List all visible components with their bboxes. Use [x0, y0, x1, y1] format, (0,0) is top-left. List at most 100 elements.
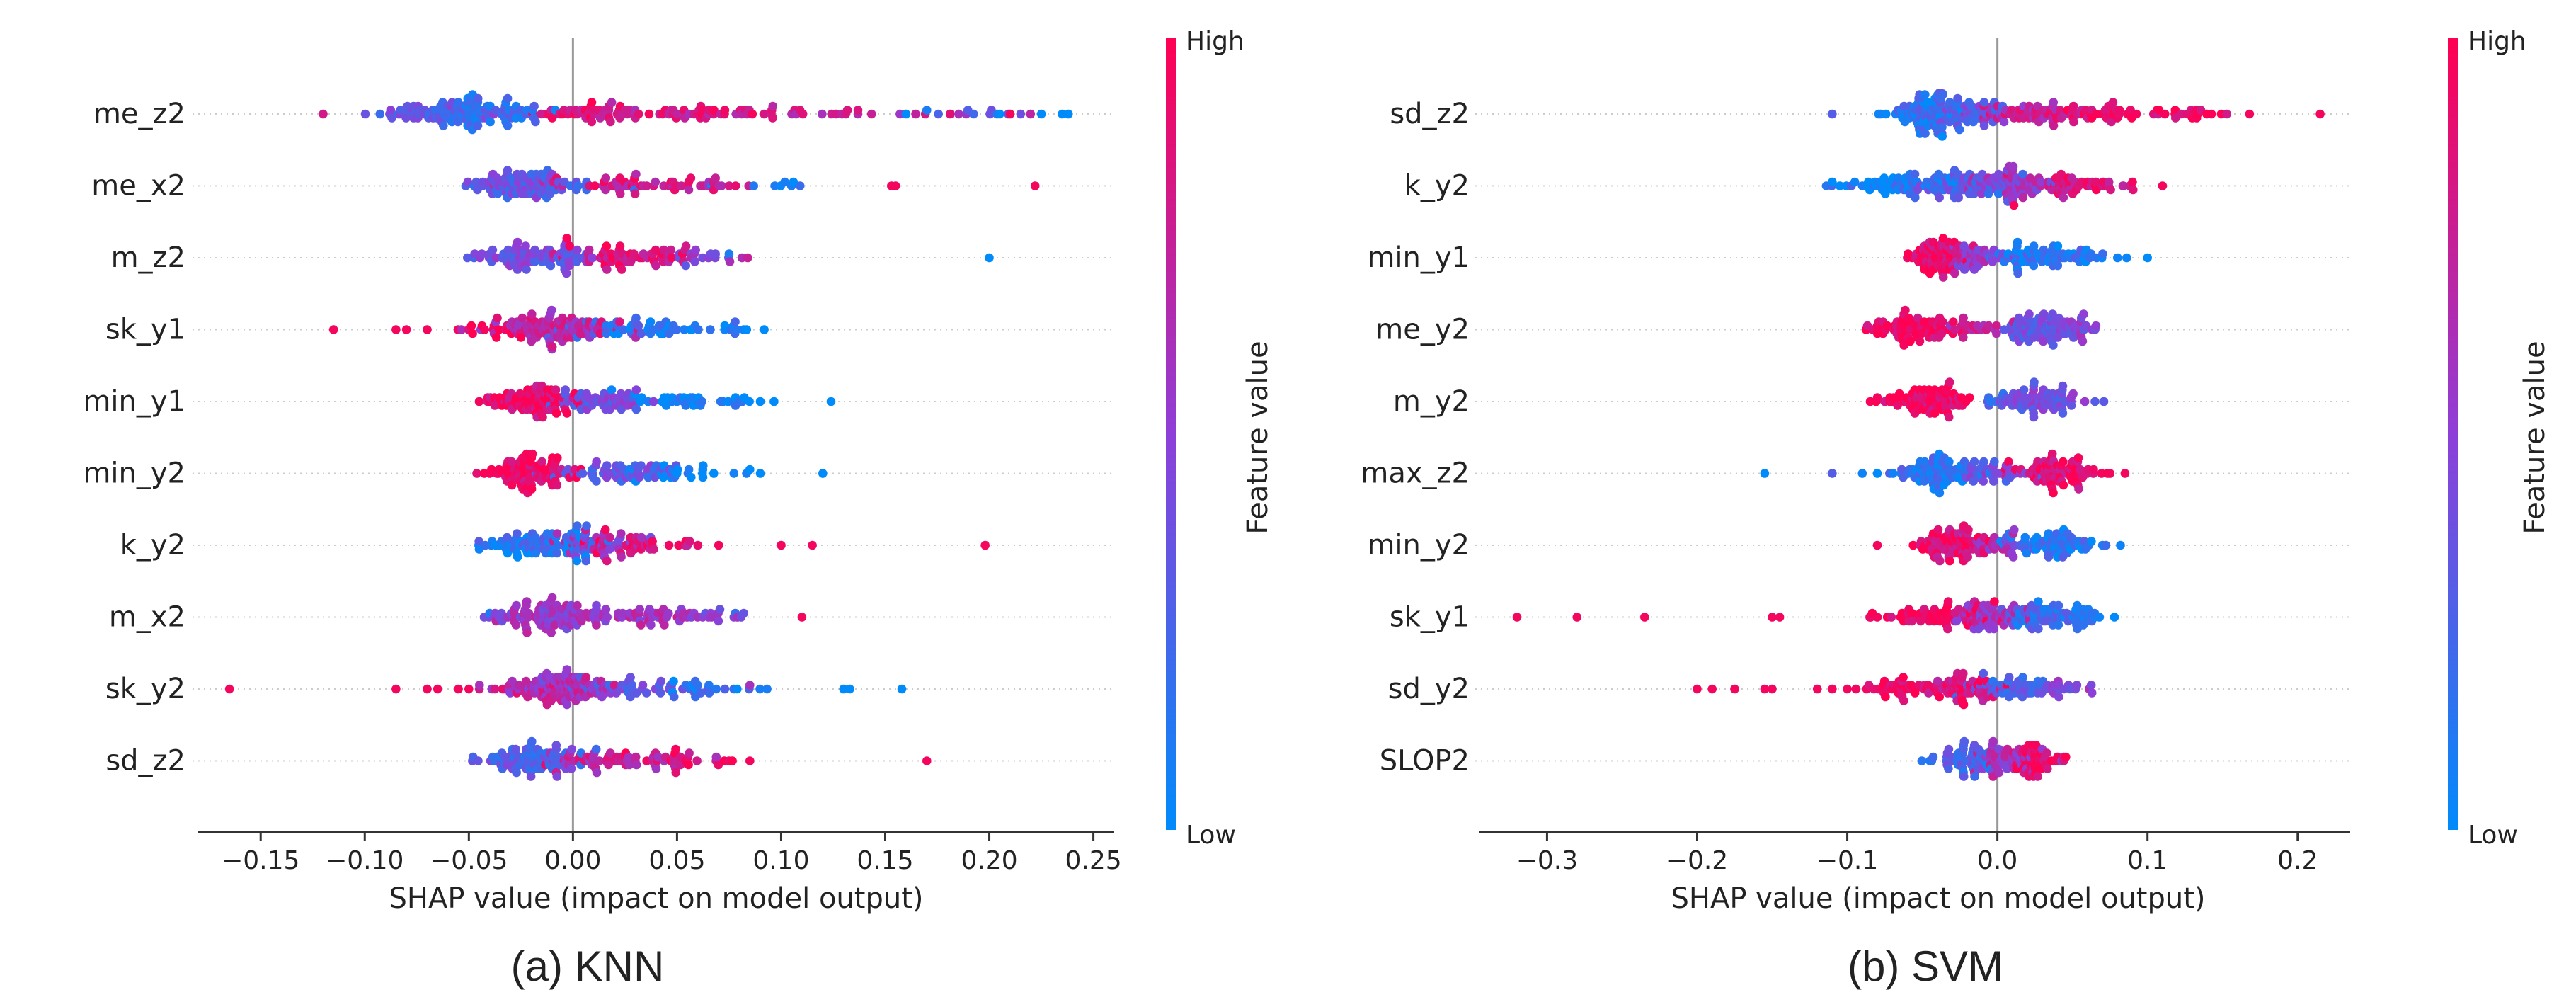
knn-shap-point: [768, 113, 777, 123]
knn-shap-point: [387, 113, 396, 123]
knn-shap-point: [537, 457, 546, 467]
svm-shap-point: [2087, 688, 2097, 698]
svm-shap-point: [2110, 613, 2119, 622]
knn-shap-point: [995, 109, 1004, 119]
knn-feature-label: m_z2: [111, 241, 185, 274]
knn-shap-point: [468, 329, 477, 338]
knn-x-tick-label: 0.25: [1065, 846, 1122, 875]
svm-shap-point: [1990, 597, 1999, 606]
svm-shap-point: [2054, 600, 2063, 610]
svm-shap-point: [1901, 305, 1910, 315]
knn-shap-point: [617, 552, 626, 562]
svm-shap-point: [2099, 397, 2109, 406]
knn-shap-point: [360, 109, 370, 119]
svm-shap-point: [1857, 469, 1867, 478]
knn-shap-point: [602, 241, 612, 251]
knn-shap-point: [601, 173, 611, 183]
svm-shap-point: [2049, 341, 2058, 350]
svm-shap-point: [1897, 465, 1906, 474]
knn-shap-point: [605, 533, 614, 542]
knn-shap-point: [731, 317, 740, 326]
knn-shap-point: [656, 688, 665, 698]
svm-shap-point: [2029, 261, 2039, 271]
knn-shap-point: [600, 525, 610, 535]
knn-shap-point: [626, 673, 635, 682]
knn-shap-point: [1016, 109, 1026, 119]
knn-shap-point: [486, 117, 495, 127]
knn-shap-point: [711, 684, 721, 694]
knn-shap-point: [685, 537, 694, 546]
knn-shap-point: [839, 684, 848, 694]
svm-shap-point: [1949, 317, 1958, 326]
svm-shap-point: [1899, 673, 1908, 682]
svm-shap-point: [2008, 552, 2018, 562]
knn-shap-point: [743, 253, 752, 263]
svm-shap-point: [2092, 185, 2101, 195]
knn-shap-point: [521, 241, 530, 251]
svm-shap-point: [1812, 684, 1822, 694]
svm-shap-point: [2119, 181, 2128, 190]
svm-shap-point: [2029, 412, 2039, 422]
svm-shap-point: [1976, 189, 1986, 198]
svm-shap-point: [1887, 613, 1896, 622]
svm-shap-point: [2010, 525, 2019, 535]
knn-shap-point: [609, 681, 619, 690]
svm-shap-point: [1835, 181, 1845, 190]
svm-shap-point: [2020, 533, 2030, 542]
svm-shap-point: [1970, 772, 1979, 781]
knn-feature-label: sk_y2: [105, 673, 185, 705]
knn-shap-point: [491, 333, 501, 342]
svm-shap-point: [1828, 109, 1837, 119]
knn-shap-point: [648, 537, 657, 546]
knn-shap-point: [1030, 181, 1040, 190]
knn-shap-point: [631, 760, 641, 770]
knn-shap-point: [546, 628, 556, 637]
svm-shap-point: [1828, 684, 1837, 694]
knn-shap-point: [685, 748, 694, 758]
svm-shap-point: [1992, 329, 2001, 338]
knn-shap-point: [666, 245, 675, 255]
knn-shap-point: [529, 101, 539, 111]
svm-shap-point: [2018, 193, 2028, 203]
knn-shap-point: [667, 253, 676, 263]
svm-shap-point: [1915, 336, 1925, 346]
knn-shap-point: [602, 556, 612, 566]
knn-shap-point: [606, 117, 615, 127]
svm-shap-point: [1989, 477, 1998, 486]
svm-shap-point: [1959, 772, 1969, 781]
svm-shap-point: [2054, 620, 2063, 630]
knn-shap-point: [797, 613, 807, 622]
svm-caption: (b) SVM: [1848, 943, 2003, 990]
knn-shap-point: [669, 692, 679, 702]
knn-shap-point: [627, 681, 637, 690]
knn-shap-point: [511, 620, 521, 630]
knn-shap-point: [760, 325, 769, 334]
knn-shap-point: [547, 342, 557, 352]
knn-feature-label: k_y2: [120, 529, 185, 562]
knn-gridlines: [193, 113, 1114, 762]
knn-shap-point: [552, 529, 562, 538]
svm-shap-point: [2091, 321, 2101, 331]
knn-shap-point: [457, 325, 466, 334]
knn-shap-point: [693, 681, 702, 690]
knn-shap-point: [687, 472, 696, 482]
svm-shap-point: [2004, 673, 2014, 682]
knn-shap-point: [617, 529, 626, 538]
svm-shap-point: [2177, 109, 2186, 119]
svm-shap-point: [2086, 681, 2096, 690]
knn-shap-point: [592, 457, 601, 467]
svm-shap-point: [1893, 401, 1902, 410]
knn-shap-point: [720, 106, 730, 115]
knn-shap-point: [391, 325, 401, 334]
svm-shap-point: [1959, 700, 1969, 710]
svm-shap-point: [2025, 309, 2034, 319]
knn-shap-point: [818, 469, 828, 478]
svm-feature-labels: sd_z2 k_y2 min_y1 me_y2 m_y2 max_z2 min_y2 sk_y…: [1361, 98, 1470, 778]
svm-feature-label: sd_z2: [1390, 98, 1470, 130]
knn-shap-point: [634, 321, 643, 331]
knn-shap-point: [715, 605, 725, 614]
svm-shap-point: [1959, 313, 1968, 323]
knn-shap-point: [748, 109, 757, 119]
knn-shap-point: [656, 676, 665, 686]
knn-shap-point: [513, 529, 522, 538]
